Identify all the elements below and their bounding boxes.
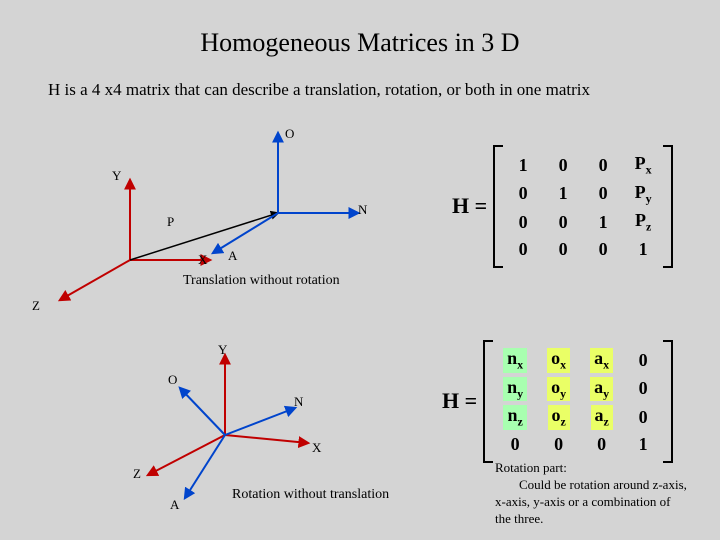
translation-matrix: H = 100Px 010Py 001Pz 0001 [452,145,673,268]
fig2-X-axis [225,435,308,443]
fig2-caption: Rotation without translation [232,487,389,503]
translation-matrix-body: 100Px 010Py 001Pz 0001 [493,145,673,268]
rotation-note-line2: Could be rotation around z-axis, [495,477,715,494]
fig1-label-A: A [228,248,237,264]
fig2-label-N: N [294,394,303,410]
fig1-A-axis [213,213,278,253]
fig1-label-Y: Y [112,168,121,184]
fig2-label-Z: Z [133,466,141,482]
fig2-O-axis [180,388,225,435]
fig1-label-Z: Z [32,298,40,314]
rotation-note: Rotation part: Could be rotation around … [495,460,715,528]
matrix-H-label-1: H = [452,193,487,219]
fig2-N-axis [225,408,295,435]
rotation-note-line3: x-axis, y-axis or a combination of [495,494,715,511]
fig2-label-Y: Y [218,342,227,358]
matrix-H-label-2: H = [442,388,477,414]
fig2-label-A: A [170,497,179,513]
rotation-note-line4: the three. [495,511,715,528]
rotation-matrix-body: nx ox ax 0 ny oy ay 0 nz oz az 0 0 0 0 [483,340,673,463]
fig2-label-O: O [168,372,177,388]
fig2-label-X: X [312,440,321,456]
subtitle: H is a 4 x4 matrix that can describe a t… [48,80,590,100]
fig1-Z-axis [60,260,130,300]
rotation-matrix: H = nx ox ax 0 ny oy ay 0 nz oz az 0 [442,340,673,463]
fig1-label-X: X [198,252,207,268]
fig1-label-P: P [167,214,174,230]
page-title: Homogeneous Matrices in 3 D [0,28,720,58]
rotation-note-line1: Rotation part: [495,460,715,477]
fig1-caption: Translation without rotation [183,273,340,289]
fig1-label-N: N [358,202,367,218]
fig1-label-O: O [285,126,294,142]
